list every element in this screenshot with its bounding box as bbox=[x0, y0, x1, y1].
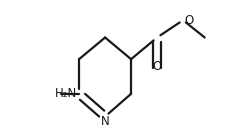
Text: O: O bbox=[184, 14, 193, 27]
Text: N: N bbox=[101, 116, 110, 129]
Text: O: O bbox=[152, 60, 162, 73]
Text: H₂N: H₂N bbox=[55, 87, 77, 100]
